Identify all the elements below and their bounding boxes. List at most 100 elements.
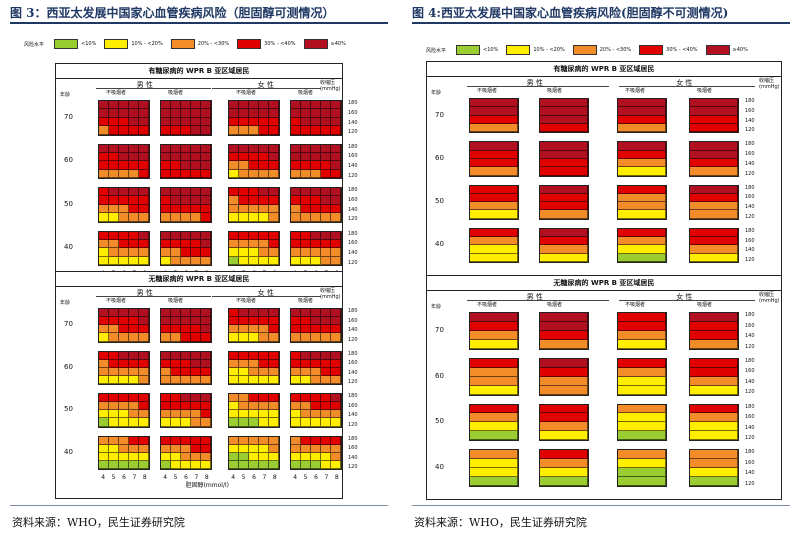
risk-cell [119,231,129,240]
risk-cell [229,325,239,334]
risk-cell [291,436,301,445]
risk-cell [618,358,666,368]
risk-cell [540,107,588,116]
risk-swatch [170,39,195,49]
risk-cell [690,358,738,368]
risk-cell [249,418,259,427]
risk-cell [291,375,301,384]
risk-cell [161,452,171,461]
bp-value: 120 [348,336,358,343]
risk-cell [181,239,191,249]
risk-cell [181,444,191,453]
bp-value: 120 [745,257,755,263]
risk-cell [119,256,129,265]
risk-cell [311,109,321,118]
risk-cell [301,248,311,257]
male-label: 男 性 [526,293,543,301]
risk-cell [109,196,119,205]
risk-cell [311,325,321,334]
systolic-bp-label: 收缩压 (mmHg) [320,80,341,92]
risk-grid [617,312,667,350]
risk-cell [99,394,109,403]
risk-grid [617,449,667,487]
header-divider [211,88,321,89]
risk-grid [689,357,739,396]
risk-cell [321,239,331,249]
risk-cell [540,228,588,238]
risk-cell [470,422,518,432]
risk-cell [139,256,149,265]
risk-cell [139,418,149,427]
risk-cell [229,152,239,162]
age-value: 60 [435,371,444,380]
risk-chart-box: 有糖尿病的 WPR B 亚区域居民男 性女 性不吸烟者 吸烟者 不吸烟者 吸烟者 收缩压… [55,63,358,295]
risk-cell [181,256,191,265]
risk-grid [290,230,342,266]
bp-value: 160 [745,414,755,421]
risk-cell [690,193,738,203]
risk-cell [540,313,588,322]
risk-cell [321,333,331,342]
cholesterol-axis-label: 胆固醇(mmol/l) [185,482,229,489]
risk-cell [119,351,129,360]
risk-cell [259,109,269,118]
risk-grid [617,184,667,220]
risk-cell [119,375,129,384]
risk-cell [259,169,269,178]
bp-value: 160 [348,445,358,451]
bp-values: 180 160 140 120 [348,100,358,136]
risk-legend-label: <10% [483,47,499,53]
risk-cell [249,117,259,127]
risk-cell [239,161,249,170]
risk-cell [119,213,129,222]
bp-value: 120 [348,172,358,179]
risk-cell [161,239,171,249]
risk-cell [99,351,109,360]
risk-legend-label: <10% [81,41,97,47]
risk-cell [301,317,311,326]
risk-cell [301,204,311,214]
bp-value: 120 [348,379,358,385]
risk-cell [618,107,666,116]
smoker-label: 吸烟者 [168,298,184,304]
risk-cell [191,256,201,265]
risk-cell [311,402,321,411]
risk-cell [249,333,259,342]
risk-cell [331,325,341,334]
risk-cell [470,142,518,151]
bp-values: 180 160 140 120 [745,312,755,350]
risk-cell [129,452,139,461]
risk-cell [690,313,738,322]
risk-cell [331,161,341,170]
risk-cell [259,317,269,326]
risk-cell [99,204,109,214]
risk-cell [191,317,201,326]
risk-cell [470,228,518,238]
risk-cell [690,330,738,340]
risk-cell [161,402,171,411]
risk-cell [259,126,269,135]
risk-cell [618,321,666,331]
risk-cell [99,444,109,453]
bp-value: 140 [745,470,755,477]
risk-cell [161,309,171,318]
risk-cell [171,239,181,249]
risk-cell [470,376,518,386]
risk-cell [181,169,191,178]
risk-cell [139,152,149,162]
risk-legend-label: ≥40% [732,47,748,53]
risk-cell [259,367,269,376]
risk-cell [259,452,269,461]
risk-cell [301,144,311,153]
risk-cell [129,161,139,170]
risk-cell [109,239,119,249]
risk-cell [171,309,181,318]
risk-grid [228,435,280,470]
risk-cell [269,410,279,419]
risk-cell [201,359,211,368]
risk-legend: 风险水平 <10% 10% - <20% 20% - <30% 30% - <40% ≥4… [24,39,350,49]
risk-cell [129,169,139,178]
risk-cell [201,169,211,178]
risk-cell [540,376,588,386]
risk-cell [109,452,119,461]
